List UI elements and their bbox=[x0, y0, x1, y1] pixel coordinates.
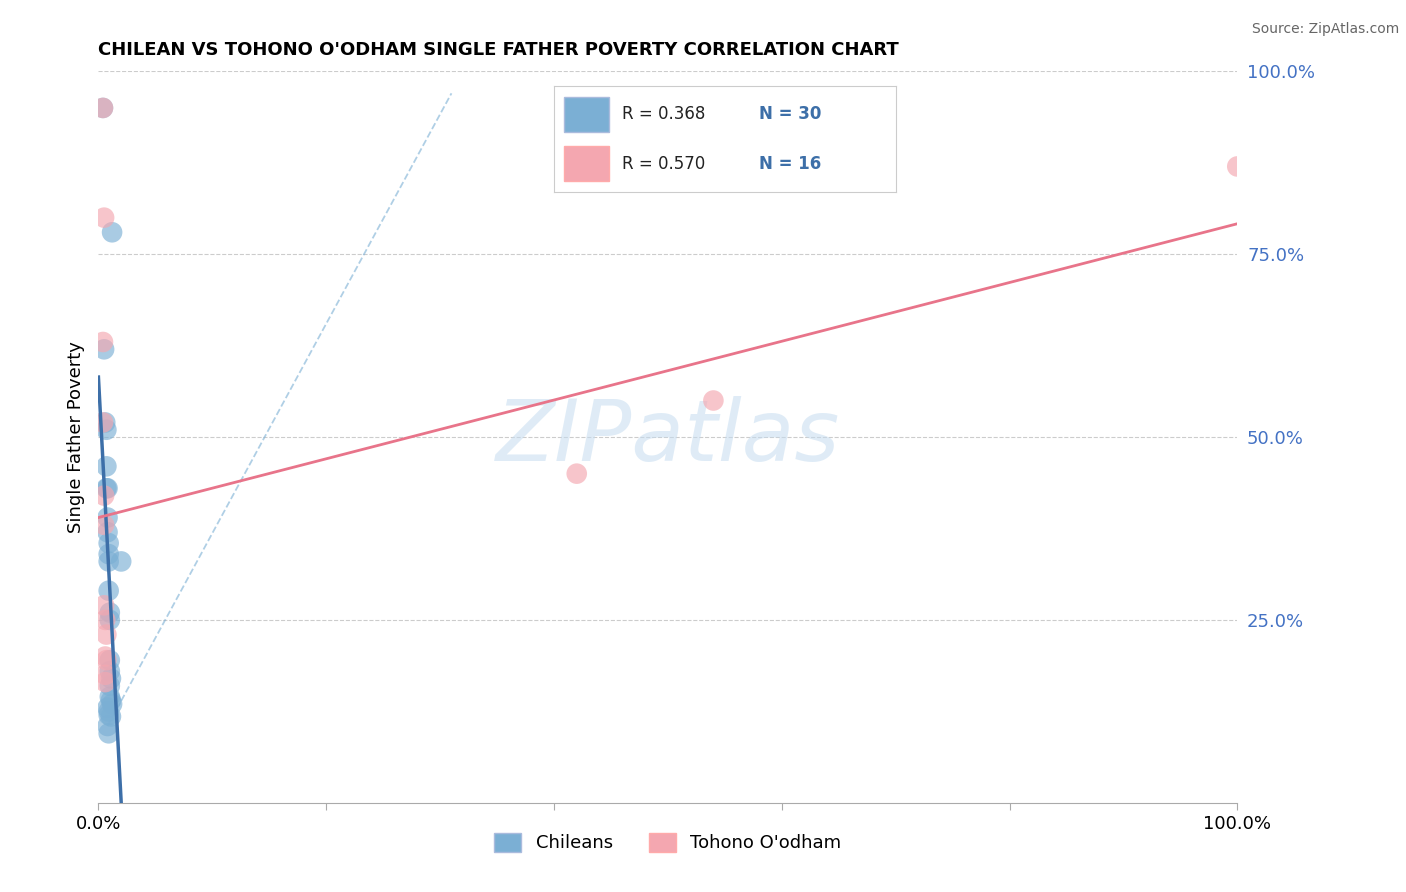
Legend: Chileans, Tohono O'odham: Chileans, Tohono O'odham bbox=[486, 826, 849, 860]
Point bbox=[91, 416, 114, 430]
Point bbox=[100, 693, 122, 707]
Point bbox=[91, 334, 114, 349]
Point bbox=[565, 467, 588, 481]
Point bbox=[96, 653, 118, 667]
Point bbox=[100, 709, 122, 723]
Point bbox=[96, 525, 118, 540]
Point bbox=[93, 517, 115, 532]
Point bbox=[98, 653, 121, 667]
Point bbox=[101, 697, 124, 711]
Point bbox=[96, 423, 118, 437]
Point bbox=[97, 705, 120, 719]
Point bbox=[97, 536, 120, 550]
Point bbox=[96, 510, 118, 524]
Point bbox=[91, 101, 114, 115]
Point bbox=[101, 225, 124, 239]
Point bbox=[110, 554, 132, 568]
Text: CHILEAN VS TOHONO O'ODHAM SINGLE FATHER POVERTY CORRELATION CHART: CHILEAN VS TOHONO O'ODHAM SINGLE FATHER … bbox=[98, 41, 900, 59]
Point bbox=[1226, 160, 1249, 174]
Point bbox=[96, 481, 118, 495]
Point bbox=[94, 667, 117, 681]
Point bbox=[96, 700, 118, 714]
Point bbox=[93, 343, 115, 357]
Point bbox=[93, 211, 115, 225]
Point bbox=[702, 393, 724, 408]
Point bbox=[91, 101, 114, 115]
Point bbox=[96, 481, 118, 495]
Point bbox=[98, 664, 121, 678]
Point bbox=[100, 672, 122, 686]
Point bbox=[97, 726, 120, 740]
Point bbox=[98, 613, 121, 627]
Point bbox=[97, 554, 120, 568]
Point bbox=[96, 627, 118, 641]
Y-axis label: Single Father Poverty: Single Father Poverty bbox=[66, 341, 84, 533]
Point bbox=[96, 459, 118, 474]
Point bbox=[98, 679, 121, 693]
Point bbox=[97, 708, 120, 723]
Point bbox=[94, 416, 117, 430]
Point bbox=[94, 649, 117, 664]
Point bbox=[98, 606, 121, 620]
Text: ZIPatlas: ZIPatlas bbox=[496, 395, 839, 479]
Point bbox=[96, 719, 118, 733]
Point bbox=[94, 613, 117, 627]
Point bbox=[94, 675, 117, 690]
Point bbox=[97, 583, 120, 598]
Text: Source: ZipAtlas.com: Source: ZipAtlas.com bbox=[1251, 22, 1399, 37]
Point bbox=[98, 690, 121, 704]
Point bbox=[97, 547, 120, 561]
Point bbox=[93, 599, 115, 613]
Point bbox=[93, 489, 115, 503]
